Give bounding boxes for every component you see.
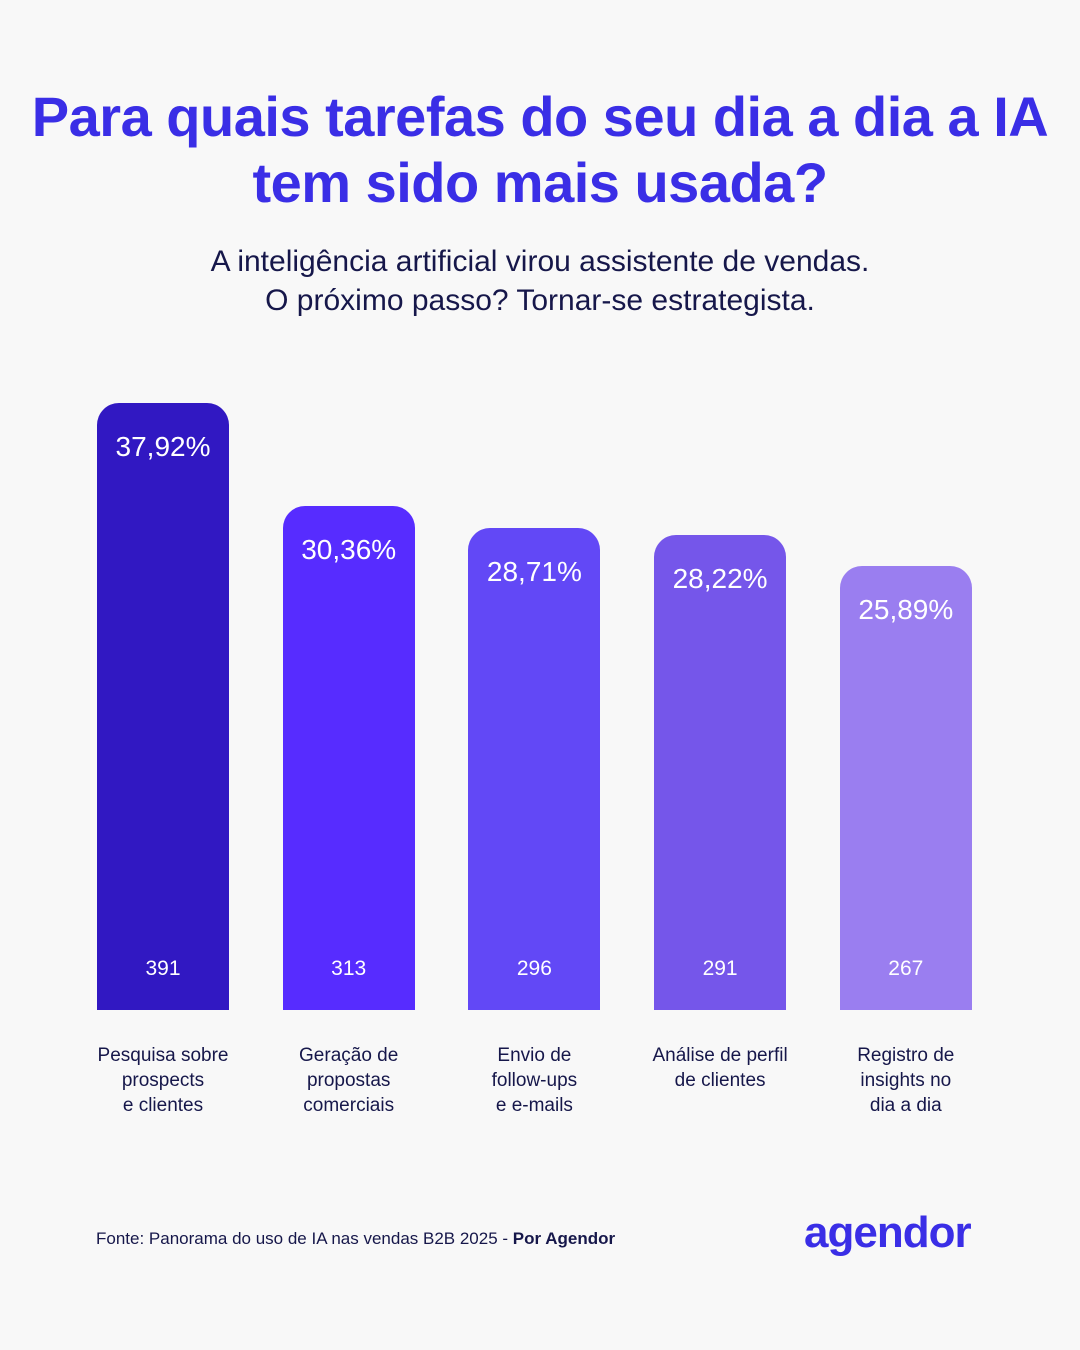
value-label: 25,89% (858, 594, 954, 626)
count-label: 296 (516, 957, 552, 980)
value-label: 37,92% (115, 431, 211, 463)
value-label: 28,22% (672, 562, 768, 594)
category-label: Registro de insights no dia a dia (857, 1045, 955, 1116)
count-label: 267 (888, 957, 924, 980)
agendor-logo: agendor (804, 1208, 972, 1257)
category-label: Análise de perfil de clientes (652, 1045, 788, 1091)
count-label: 313 (331, 957, 367, 980)
value-label: 28,71% (486, 555, 582, 587)
source-text: Fonte: Panorama do uso de IA nas vendas … (96, 1229, 513, 1248)
source-author: Por Agendor (512, 1229, 616, 1248)
count-label: 291 (702, 957, 738, 980)
category-label: Geração de propostas comerciais (299, 1045, 399, 1116)
subtitle-line-1: A inteligência artificial virou assisten… (210, 245, 870, 278)
bar (282, 505, 415, 1010)
category-label: Envio de follow-ups e e-mails (491, 1045, 578, 1116)
bar (654, 534, 787, 1010)
bar (468, 527, 601, 1010)
count-label: 391 (145, 957, 181, 980)
chart-subtitle: A inteligência artificial virou assisten… (0, 242, 1080, 320)
subtitle-line-2: O próximo passo? Tornar-se estrategista. (265, 284, 815, 317)
bar (97, 403, 229, 1010)
source-note: Fonte: Panorama do uso de IA nas vendas … (96, 1229, 615, 1249)
category-label: Pesquisa sobre prospects e clientes (97, 1045, 229, 1116)
chart-title: Para quais tarefas do seu dia a dia a IA… (31, 85, 1049, 214)
bar (839, 566, 972, 1010)
value-label: 30,36% (301, 533, 397, 565)
